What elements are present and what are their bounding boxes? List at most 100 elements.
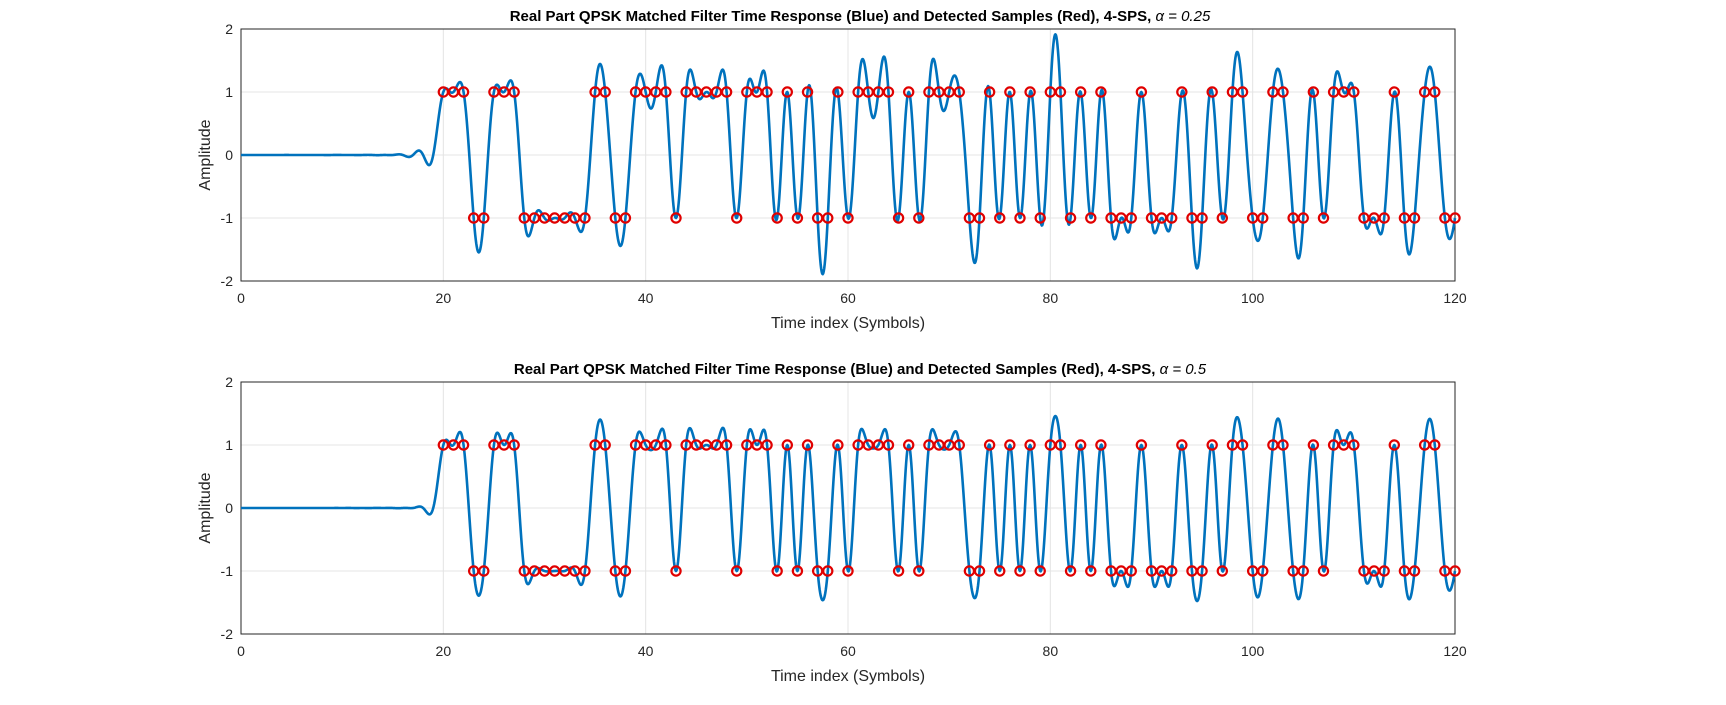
- detected-sample-marker: [973, 212, 986, 224]
- detected-sample-marker: [1317, 212, 1330, 224]
- detected-sample-marker: [983, 86, 996, 98]
- detected-sample-marker: [1125, 212, 1137, 224]
- detected-sample-marker: [1317, 565, 1330, 577]
- detected-sample-marker: [1004, 439, 1016, 451]
- detected-sample-marker: [822, 565, 834, 577]
- detected-sample-marker: [1277, 439, 1289, 451]
- detected-sample-marker: [1095, 439, 1107, 451]
- detected-sample-marker: [771, 565, 783, 577]
- detected-sample-marker: [973, 565, 986, 577]
- detected-sample-marker: [1034, 212, 1046, 224]
- detected-sample-marker: [953, 439, 965, 451]
- detected-sample-marker: [720, 439, 733, 451]
- detected-sample-marker: [1176, 86, 1188, 98]
- detected-sample-marker: [801, 439, 814, 451]
- detected-sample-marker: [903, 86, 915, 98]
- detected-sample-marker: [1378, 212, 1390, 224]
- detected-sample-marker: [1064, 565, 1077, 577]
- detected-sample-marker: [1449, 565, 1461, 577]
- detected-sample-marker: [1378, 565, 1390, 577]
- detected-sample-marker: [801, 86, 814, 98]
- y-tick-label: 0: [225, 500, 233, 516]
- detected-sample-marker: [1257, 565, 1269, 577]
- detected-sample-marker: [1024, 439, 1036, 451]
- detected-sample-marker: [1054, 86, 1067, 98]
- detected-sample-marker: [1014, 565, 1026, 577]
- detected-sample-marker: [892, 565, 905, 577]
- x-tick-label: 120: [1443, 643, 1467, 659]
- plot-title: Real Part QPSK Matched Filter Time Respo…: [514, 361, 1207, 378]
- detected-sample-marker: [1064, 212, 1077, 224]
- detected-sample-marker: [508, 439, 520, 451]
- x-tick-label: 60: [840, 290, 856, 306]
- detected-sample-marker: [478, 565, 490, 577]
- detected-sample-marker: [983, 439, 996, 451]
- y-tick-label: 2: [225, 374, 233, 390]
- detected-sample-marker: [832, 439, 844, 451]
- y-tick-label: -1: [221, 563, 234, 579]
- detected-sample-marker: [903, 439, 915, 451]
- detected-sample-marker: [1135, 439, 1148, 451]
- detected-sample-marker: [1196, 212, 1208, 224]
- detected-sample-marker: [791, 212, 804, 224]
- detected-sample-marker: [1074, 86, 1087, 98]
- detected-sample-marker: [731, 565, 743, 577]
- detected-sample-marker: [670, 212, 682, 224]
- detected-sample-marker: [1388, 439, 1401, 451]
- detected-sample-marker: [1408, 212, 1421, 224]
- detected-sample-marker: [1216, 565, 1229, 577]
- detected-sample-marker: [508, 86, 520, 98]
- detected-sample-marker: [913, 565, 925, 577]
- detected-sample-marker: [1429, 86, 1441, 98]
- detected-sample-marker: [1176, 439, 1188, 451]
- detected-sample-marker: [1196, 565, 1208, 577]
- detected-sample-marker: [1014, 212, 1026, 224]
- x-tick-label: 60: [840, 643, 856, 659]
- detected-sample-marker: [579, 212, 591, 224]
- detected-sample-marker: [1085, 565, 1097, 577]
- y-tick-label: 0: [225, 147, 233, 163]
- detected-sample-marker: [1348, 86, 1360, 98]
- detected-sample-marker: [579, 565, 591, 577]
- x-tick-label: 80: [1043, 290, 1059, 306]
- detected-sample-marker: [1216, 212, 1229, 224]
- detected-sample-marker: [1449, 212, 1461, 224]
- detected-sample-marker: [1236, 439, 1249, 451]
- detected-sample-marker: [1125, 565, 1137, 577]
- subplot-alpha-0.5: Real Part QPSK Matched Filter Time Respo…: [197, 361, 1467, 685]
- x-tick-label: 20: [436, 290, 452, 306]
- detected-sample-marker: [1307, 86, 1320, 98]
- detected-sample-marker: [913, 212, 925, 224]
- x-tick-label: 20: [436, 643, 452, 659]
- y-tick-labels: 2 1 0 -1 -2: [221, 21, 234, 289]
- detected-sample-marker: [1004, 86, 1016, 98]
- y-tick-labels: 2 1 0 -1 -2: [221, 374, 234, 642]
- detected-sample-marker: [1297, 565, 1309, 577]
- x-tick-label: 100: [1241, 643, 1265, 659]
- detected-sample-marker: [599, 86, 611, 98]
- detected-sample-marker: [781, 439, 794, 451]
- detected-sample-marker: [619, 565, 632, 577]
- plot-title: Real Part QPSK Matched Filter Time Respo…: [510, 8, 1211, 25]
- x-tick-label: 0: [237, 643, 245, 659]
- detected-sample-marker: [1135, 86, 1148, 98]
- detected-sample-marker: [761, 439, 773, 451]
- detected-sample-marker: [1166, 565, 1178, 577]
- detected-sample-marker: [1054, 439, 1067, 451]
- x-tick-label: 120: [1443, 290, 1467, 306]
- detected-sample-marker: [781, 86, 794, 98]
- x-tick-label: 40: [638, 643, 654, 659]
- y-axis-label: Amplitude: [197, 472, 214, 543]
- detected-sample-marker: [994, 565, 1006, 577]
- detected-sample-marker: [892, 212, 905, 224]
- detected-sample-marker: [1166, 212, 1178, 224]
- detected-sample-marker: [1095, 86, 1107, 98]
- detected-sample-marker: [1034, 565, 1046, 577]
- detected-sample-marker: [478, 212, 490, 224]
- detected-sample-marker: [1307, 439, 1320, 451]
- detected-sample-marker: [731, 212, 743, 224]
- y-tick-label: 1: [225, 84, 233, 100]
- detected-sample-marker: [457, 86, 470, 98]
- detected-sample-marker: [822, 212, 834, 224]
- detected-sample-marker: [1074, 439, 1087, 451]
